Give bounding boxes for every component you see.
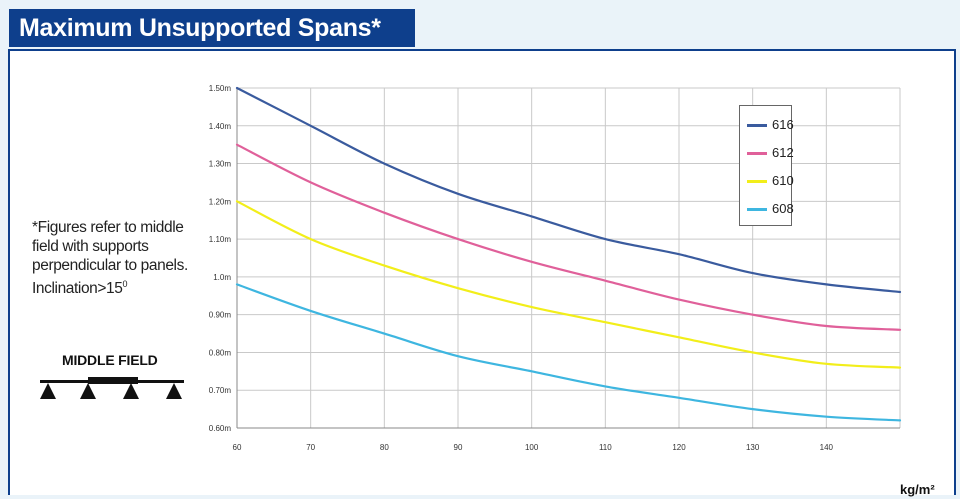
series-line-610 bbox=[235, 200, 902, 369]
legend-swatch-608 bbox=[747, 208, 767, 211]
x-tick-label: 80 bbox=[380, 443, 389, 452]
legend-item-616: 616 bbox=[747, 116, 794, 134]
footnote-line-4: Inclination>150 bbox=[32, 275, 212, 298]
x-tick-label: 120 bbox=[672, 443, 686, 452]
y-tick-label: 0.90m bbox=[209, 311, 232, 320]
y-tick-label: 0.70m bbox=[209, 386, 232, 395]
y-tick-label: 1.40m bbox=[209, 122, 232, 131]
middle-field-highlight-icon bbox=[88, 377, 138, 384]
y-tick-label: 1.10m bbox=[209, 235, 232, 244]
x-tick-label: 130 bbox=[746, 443, 760, 452]
x-tick-label: 110 bbox=[599, 443, 612, 452]
series-line-616 bbox=[235, 86, 902, 294]
legend-swatch-612 bbox=[747, 152, 767, 155]
y-tick-label: 1.50m bbox=[209, 84, 232, 93]
legend-label-612: 612 bbox=[772, 145, 794, 160]
middle-field-label: MIDDLE FIELD bbox=[62, 352, 158, 368]
legend-label-608: 608 bbox=[772, 201, 794, 216]
x-tick-label: 90 bbox=[454, 443, 463, 452]
footnote-line-3: perpendicular to panels. bbox=[32, 257, 188, 274]
legend-label-610: 610 bbox=[772, 173, 794, 188]
footnote-line-1: *Figures refer to middle bbox=[32, 219, 184, 236]
support-triangle-icon bbox=[80, 383, 96, 399]
legend-item-608: 608 bbox=[747, 200, 794, 218]
footnote: *Figures refer to middle field with supp… bbox=[32, 218, 212, 298]
legend-label-616: 616 bbox=[772, 117, 794, 132]
x-tick-label: 60 bbox=[233, 443, 242, 452]
series-line-612 bbox=[235, 143, 902, 331]
x-axis-unit-label: kg/m² bbox=[900, 482, 935, 497]
y-tick-label: 0.80m bbox=[209, 348, 232, 357]
legend-item-610: 610 bbox=[747, 172, 794, 190]
y-tick-label: 1.20m bbox=[209, 197, 232, 206]
x-tick-label: 140 bbox=[820, 443, 834, 452]
x-tick-label: 100 bbox=[525, 443, 539, 452]
legend-swatch-616 bbox=[747, 124, 767, 127]
legend-item-612: 612 bbox=[747, 144, 794, 162]
support-triangle-icon bbox=[40, 383, 56, 399]
footnote-degree: 0 bbox=[122, 279, 128, 289]
y-tick-label: 1.0m bbox=[213, 273, 231, 282]
footnote-line-2: field with supports bbox=[32, 238, 149, 255]
y-tick-label: 1.30m bbox=[209, 160, 232, 169]
support-triangle-icon bbox=[123, 383, 139, 399]
footnote-inclination: Inclination>15 bbox=[32, 280, 123, 298]
chart-legend: 616 612 610 608 bbox=[739, 105, 794, 226]
support-triangle-icon bbox=[166, 383, 182, 399]
legend-swatch-610 bbox=[747, 180, 767, 183]
page-title: Maximum Unsupported Spans* bbox=[9, 9, 415, 47]
x-tick-label: 70 bbox=[306, 443, 315, 452]
y-tick-label: 0.60m bbox=[209, 424, 232, 433]
middle-field-diagram bbox=[40, 377, 184, 399]
series-line-608 bbox=[235, 283, 902, 422]
